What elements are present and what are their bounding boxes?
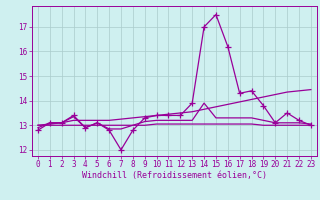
X-axis label: Windchill (Refroidissement éolien,°C): Windchill (Refroidissement éolien,°C)	[82, 171, 267, 180]
